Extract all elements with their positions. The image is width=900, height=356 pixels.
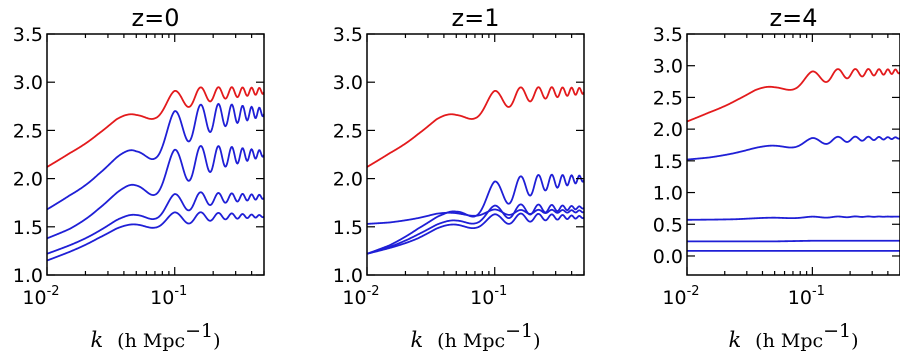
y-tick-label: 1.5 (653, 151, 683, 173)
y-tick-label: 3.5 (653, 24, 683, 46)
series-line-5 (367, 212, 584, 255)
x-tick-label: 10-1 (470, 284, 507, 309)
y-tick-label: 2.0 (653, 119, 683, 141)
series-group (687, 68, 900, 252)
series-group (367, 86, 584, 255)
x-axis-label: k (h Mpc−1) (728, 320, 858, 352)
y-tick-label: 1.0 (653, 183, 683, 205)
series-line-4 (367, 208, 584, 225)
plot-frame (366, 33, 585, 276)
chart-panel-2: 1.0 1.5 2.0 2.5 3.0 3.5 10-2 10-1 z=1 k (h Mpc−1) (333, 4, 585, 352)
y-tick-label: 3.0 (333, 72, 363, 94)
y-tick-label: 3.5 (13, 24, 43, 46)
series-group (47, 86, 264, 262)
series-line-2 (47, 102, 264, 211)
x-tick-label: 10-1 (150, 284, 187, 309)
y-tick-label: 0.5 (653, 214, 683, 236)
y-tick-label: 2.5 (333, 120, 363, 142)
y-tick-label: 1.0 (333, 265, 363, 287)
x-tick-label: 10-1 (788, 284, 825, 309)
series-line-1 (687, 68, 900, 123)
y-tick-label: 2.0 (13, 169, 43, 191)
y-tick-label: 0.0 (653, 246, 683, 268)
chart-panel-1: 1.0 1.5 2.0 2.5 3.0 3.5 10-2 10-1 z=0 k (h Mpc−1) (13, 4, 265, 352)
chart-title: z=1 (452, 4, 500, 32)
plot-frame (46, 33, 265, 276)
y-tick-label: 2.0 (333, 169, 363, 191)
series-line-2 (687, 135, 900, 161)
x-axis-label: k (h Mpc−1) (410, 320, 540, 352)
series-line-3 (47, 145, 264, 240)
y-tick-label: 1.5 (13, 217, 43, 239)
series-line-1 (47, 86, 264, 168)
y-tick-label: 3.0 (13, 72, 43, 94)
x-tick-label: 10-2 (22, 284, 59, 309)
chart-title: z=4 (770, 4, 818, 32)
plot-frame (686, 33, 900, 276)
y-tick-label: 1.0 (13, 265, 43, 287)
chart-panel-3: 0.0 0.5 1.0 1.5 2.0 2.5 3.0 3.5 10-2 10-1 z=4 k (h M… (653, 4, 900, 352)
y-tick-label: 2.5 (13, 120, 43, 142)
series-line-3 (687, 215, 900, 221)
y-tick-label: 3.5 (333, 24, 363, 46)
series-line-3 (367, 203, 584, 255)
series-line-5 (47, 211, 264, 262)
chart-title: z=0 (132, 4, 180, 32)
y-tick-label: 2.5 (653, 87, 683, 109)
series-line-1 (367, 86, 584, 168)
x-tick-label: 10-2 (342, 284, 379, 309)
y-tick-label: 3.0 (653, 56, 683, 78)
x-tick-label: 10-2 (662, 284, 699, 309)
y-tick-label: 1.5 (333, 217, 363, 239)
series-line-4 (47, 191, 264, 255)
x-axis-label: k (h Mpc−1) (90, 320, 220, 352)
series-line-4 (687, 239, 900, 243)
